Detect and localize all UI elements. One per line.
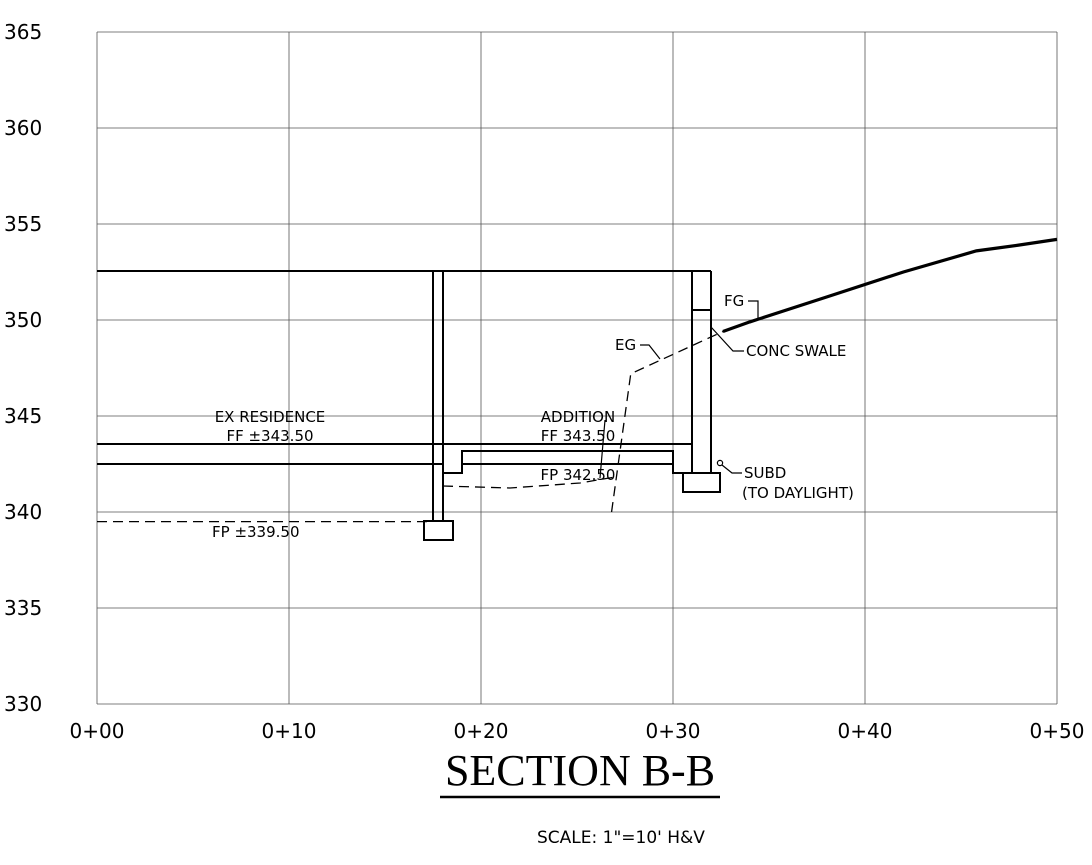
addition-slab — [442, 450, 692, 474]
addition-leader — [599, 419, 606, 479]
fg-label: FG — [724, 292, 744, 310]
y-tick-label: 340 — [4, 500, 42, 524]
grade-lines — [97, 237, 1058, 523]
x-tick-label: 0+10 — [262, 719, 317, 743]
subd-daylight-label: (TO DAYLIGHT) — [742, 484, 854, 502]
addition-ff-label: FF 343.50 — [541, 427, 616, 445]
y-tick-label: 365 — [4, 20, 42, 44]
ex-ff-label: FF ±343.50 — [226, 427, 313, 445]
y-tick-label: 355 — [4, 212, 42, 236]
x-tick-label: 0+50 — [1030, 719, 1085, 743]
ex-residence-label: EX RESIDENCE — [215, 408, 326, 426]
building-structure — [97, 270, 721, 541]
grid — [96, 31, 1058, 705]
y-tick-label: 335 — [4, 596, 42, 620]
leaders — [599, 300, 759, 479]
scale-note: SCALE: 1"=10' H&V — [537, 828, 705, 848]
addition-label: ADDITION — [541, 408, 615, 426]
subd-label: SUBD — [744, 464, 786, 482]
section-title: SECTION B-B — [445, 746, 715, 795]
addition-fp-label: FP 342.50 — [541, 466, 616, 484]
y-tick-label: 360 — [4, 116, 42, 140]
y-tick-label: 330 — [4, 692, 42, 716]
subd-pipe — [716, 459, 724, 467]
swale-leader — [710, 326, 744, 352]
ex-footing — [423, 520, 454, 541]
existing-grade-line — [610, 330, 724, 513]
x-tick-label: 0+00 — [70, 719, 125, 743]
existing-grade-under-addition — [442, 476, 616, 489]
axis-ticks: 0+00 0+10 0+20 0+30 0+40 0+50 365 360 355 350 345 3… — [4, 20, 1084, 743]
add-footing — [682, 472, 721, 493]
conc-swale-label: CONC SWALE — [746, 342, 846, 360]
y-tick-label: 350 — [4, 308, 42, 332]
eg-label: EG — [615, 336, 636, 354]
eg-leader — [640, 344, 661, 360]
subd-leader — [721, 464, 742, 474]
x-tick-label: 0+20 — [454, 719, 509, 743]
ex-fp-label: FP ±339.50 — [212, 523, 300, 541]
x-tick-label: 0+30 — [646, 719, 701, 743]
fg-leader — [748, 300, 759, 318]
x-tick-label: 0+40 — [838, 719, 893, 743]
y-tick-label: 345 — [4, 404, 42, 428]
finished-grade-line — [722, 237, 1058, 334]
